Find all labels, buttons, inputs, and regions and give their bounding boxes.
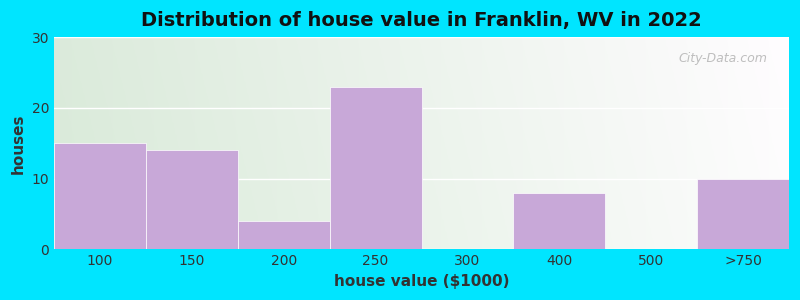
Bar	[514, 193, 606, 250]
Bar	[54, 143, 146, 250]
X-axis label: house value ($1000): house value ($1000)	[334, 274, 510, 289]
Bar	[697, 179, 789, 250]
Bar	[146, 150, 238, 250]
Title: Distribution of house value in Franklin, WV in 2022: Distribution of house value in Franklin,…	[141, 11, 702, 30]
Y-axis label: houses: houses	[11, 113, 26, 174]
Bar	[238, 221, 330, 250]
Text: City-Data.com: City-Data.com	[678, 52, 767, 65]
Bar	[330, 87, 422, 250]
